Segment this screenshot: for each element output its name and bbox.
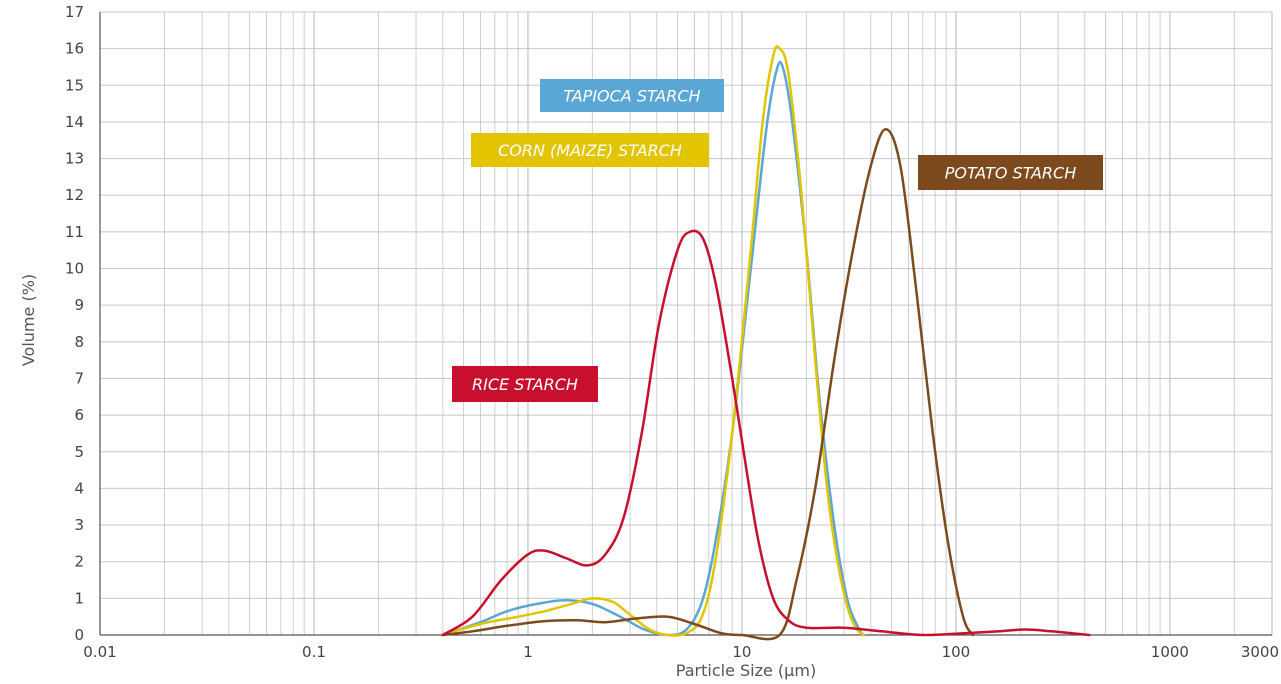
x-tick-label: 100: [942, 643, 971, 661]
rice-starch-label-box: [452, 366, 598, 402]
y-axis-title: Volume (%): [19, 274, 38, 366]
rice-starch-line: [441, 229, 1091, 637]
y-tick-label: 1: [74, 589, 84, 607]
x-axis-ticks: 0.01 0.1 1 10 100 1000 3000: [83, 643, 1279, 661]
corn-maize-starch-label: CORN (MAIZE) STARCH: [471, 133, 709, 167]
y-tick-label: 16: [65, 40, 84, 58]
potato-starch-label: POTATO STARCH: [918, 155, 1103, 190]
y-tick-label: 10: [65, 260, 84, 278]
tapioca-starch-label-text: TAPIOCA STARCH: [563, 87, 700, 106]
x-tick-label: 3000: [1241, 643, 1279, 661]
y-tick-label: 2: [74, 553, 84, 571]
y-tick-label: 6: [74, 406, 84, 424]
x-tick-label: 0.1: [302, 643, 326, 661]
corn-maize-starch-label-box: [471, 133, 709, 167]
rice-starch-label: RICE STARCH: [452, 366, 598, 402]
x-tick-label: 10: [732, 643, 751, 661]
y-tick-label: 5: [74, 443, 84, 461]
potato-starch-label-box: [918, 155, 1103, 190]
grid: [99, 11, 1273, 636]
y-tick-label: 8: [74, 333, 84, 351]
y-tick-label: 11: [65, 223, 84, 241]
y-tick-label: 4: [74, 479, 84, 497]
x-tick-label: 0.01: [83, 643, 116, 661]
x-tick-label: 1000: [1151, 643, 1189, 661]
y-tick-label: 3: [74, 516, 84, 534]
potato-starch-line: [441, 128, 975, 641]
y-tick-label: 7: [74, 369, 84, 387]
x-axis-title: Particle Size (µm): [676, 661, 816, 680]
x-tick-label: 1: [523, 643, 533, 661]
y-tick-label: 13: [65, 150, 84, 168]
y-tick-label: 17: [65, 3, 84, 21]
corn-maize-starch-label-text: CORN (MAIZE) STARCH: [498, 141, 682, 160]
y-tick-label: 0: [74, 626, 84, 644]
series-lines: [441, 45, 1091, 641]
tapioca-starch-label: TAPIOCA STARCH: [540, 79, 724, 112]
series-labels: TAPIOCA STARCH CORN (MAIZE) STARCH POTATO …: [452, 79, 1103, 402]
tapioca-starch-label-box: [540, 79, 724, 112]
y-tick-label: 14: [65, 113, 84, 131]
potato-starch-label-text: POTATO STARCH: [945, 164, 1077, 183]
y-tick-label: 9: [74, 296, 84, 314]
y-tick-label: 12: [65, 186, 84, 204]
y-tick-label: 15: [65, 76, 84, 94]
rice-starch-label-text: RICE STARCH: [472, 375, 578, 394]
